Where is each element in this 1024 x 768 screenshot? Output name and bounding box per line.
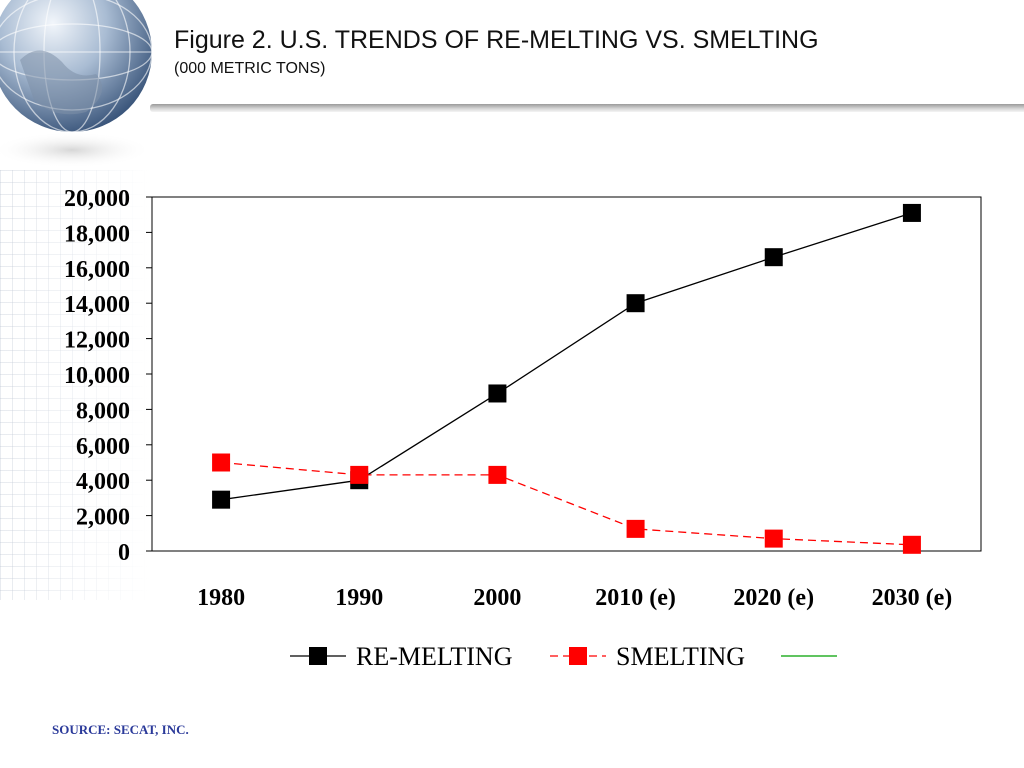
series-line	[220, 212, 913, 501]
y-tick-label: 12,000	[64, 328, 130, 354]
y-tick-label: 16,000	[64, 257, 130, 283]
x-tick-label: 2020 (e)	[733, 585, 814, 611]
x-axis: 1980 1990 2000 2010 (e) 2020 (e) 2030 (e)	[197, 585, 952, 611]
series-re-melting	[212, 203, 921, 509]
data-point-marker	[764, 529, 783, 548]
title-divider	[150, 104, 1024, 112]
data-point-marker	[626, 519, 645, 538]
slide-title: Figure 2. U.S. TRENDS OF RE-MELTING VS. …	[174, 26, 819, 54]
y-tick-label: 0	[118, 540, 130, 566]
source-note: SOURCE: SECAT, INC.	[52, 722, 189, 737]
y-tick-label: 2,000	[76, 505, 130, 531]
y-tick-label: 8,000	[76, 398, 130, 424]
legend: RE-MELTING SMELTING	[290, 642, 837, 671]
legend-marker-smelting	[569, 647, 587, 665]
y-tick-label: 18,000	[64, 221, 130, 247]
data-point-marker	[764, 248, 783, 267]
data-point-marker	[902, 535, 921, 554]
data-point-marker	[902, 203, 921, 222]
data-point-marker	[212, 490, 231, 509]
y-tick-label: 10,000	[64, 363, 130, 389]
data-point-marker	[626, 294, 645, 313]
legend-marker-re-melting	[309, 647, 327, 665]
legend-label-smelting: SMELTING	[616, 642, 745, 671]
y-tick-label: 20,000	[64, 186, 130, 212]
background-grid-pattern	[0, 170, 150, 600]
data-point-marker	[350, 465, 369, 484]
x-tick-label: 1980	[197, 585, 245, 611]
x-tick-label: 1990	[335, 585, 383, 611]
slide-subtitle: (000 METRIC TONS)	[174, 60, 326, 77]
data-point-marker	[488, 465, 507, 484]
plot-area	[151, 196, 982, 552]
globe-icon	[0, 0, 153, 168]
series-layer	[212, 203, 921, 554]
series-smelting	[212, 453, 921, 554]
y-tick-label: 14,000	[64, 292, 130, 318]
data-point-marker	[488, 384, 507, 403]
series-line	[221, 461, 912, 546]
x-tick-label: 2010 (e)	[595, 585, 676, 611]
data-point-marker	[212, 453, 231, 472]
y-tick-label: 6,000	[76, 434, 130, 460]
x-tick-label: 2000	[473, 585, 521, 611]
legend-label-re-melting: RE-MELTING	[356, 642, 512, 671]
x-tick-label: 2030 (e)	[872, 585, 953, 611]
y-tick-label: 4,000	[76, 469, 130, 495]
y-axis: 0 2,000 4,000 6,000 8,000 10,000 12,000 14,000 1…	[64, 186, 152, 566]
